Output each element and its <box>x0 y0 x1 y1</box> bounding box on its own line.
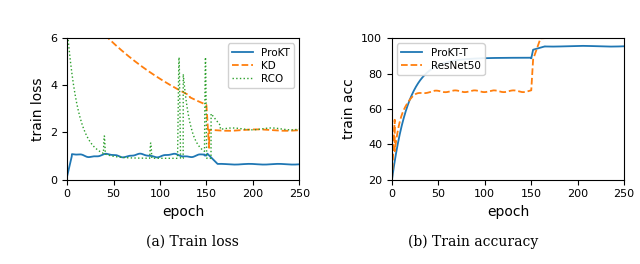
ResNet50 <box>388 178 396 181</box>
ProKT-T <box>388 178 396 181</box>
KD <box>262 128 269 131</box>
Y-axis label: train acc: train acc <box>342 78 356 139</box>
Line: ProKT: ProKT <box>67 154 300 176</box>
KD <box>296 129 303 132</box>
Legend: ProKT-T, ResNet50: ProKT-T, ResNet50 <box>397 44 484 75</box>
ResNet50 <box>518 90 525 93</box>
ResNet50 <box>587 35 595 38</box>
RCO <box>63 27 71 30</box>
KD <box>205 146 213 149</box>
Line: KD: KD <box>67 0 300 148</box>
ResNet50 <box>577 35 585 38</box>
RCO <box>68 72 76 75</box>
ProKT-T <box>620 45 628 48</box>
RCO <box>252 128 260 131</box>
RCO <box>154 157 161 160</box>
ProKT-T <box>595 45 603 48</box>
X-axis label: epoch: epoch <box>487 205 529 219</box>
ResNet50 <box>595 35 603 38</box>
RCO <box>207 157 215 160</box>
ProKT <box>296 163 303 166</box>
KD <box>271 129 278 132</box>
Legend: ProKT, KD, RCO: ProKT, KD, RCO <box>228 44 294 88</box>
Y-axis label: train loss: train loss <box>31 77 45 141</box>
ResNet50 <box>393 135 401 139</box>
ProKT <box>262 163 269 166</box>
ResNet50 <box>478 90 486 93</box>
ProKT <box>68 153 76 156</box>
ProKT <box>193 154 200 157</box>
RCO <box>193 141 200 144</box>
ProKT <box>252 163 260 166</box>
ProKT-T <box>518 56 525 59</box>
Text: (a) Train loss: (a) Train loss <box>145 234 239 248</box>
X-axis label: epoch: epoch <box>162 205 204 219</box>
ProKT-T <box>577 44 585 48</box>
KD <box>252 128 260 131</box>
ProKT <box>136 152 144 155</box>
Line: ResNet50: ResNet50 <box>392 36 624 180</box>
ProKT <box>63 175 71 178</box>
ProKT <box>271 162 278 166</box>
RCO <box>262 127 269 130</box>
Line: RCO: RCO <box>67 29 300 158</box>
ProKT <box>154 156 161 159</box>
ProKT-T <box>578 44 586 48</box>
RCO <box>271 126 278 130</box>
ProKT-T <box>587 44 595 48</box>
RCO <box>296 128 303 131</box>
ResNet50 <box>620 35 628 38</box>
ProKT-T <box>478 57 486 60</box>
Line: ProKT-T: ProKT-T <box>392 46 624 180</box>
KD <box>193 99 200 102</box>
KD <box>154 76 161 79</box>
ResNet50 <box>564 35 572 38</box>
ProKT-T <box>393 148 401 151</box>
Text: (b) Train accuracy: (b) Train accuracy <box>408 234 539 248</box>
